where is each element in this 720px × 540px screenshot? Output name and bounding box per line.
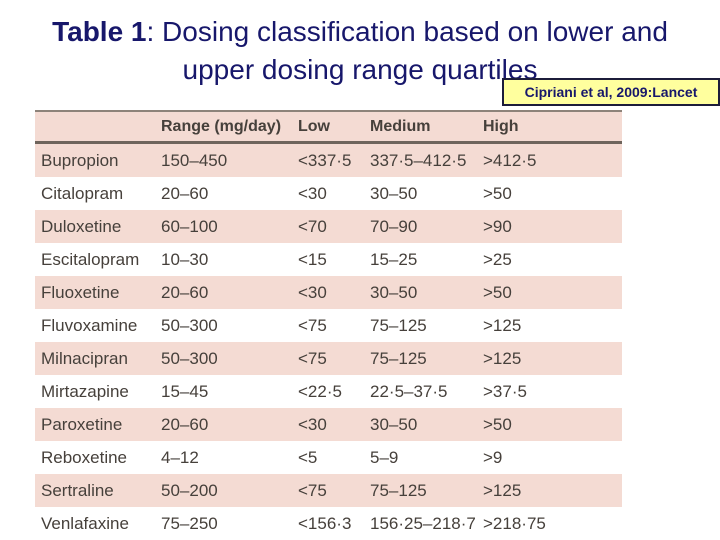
drug-name-cell: Venlafaxine [41, 514, 129, 533]
column-header-low: Low [298, 118, 330, 135]
low-cell: <156·3 [298, 514, 352, 533]
title-line-1-text: : Dosing classification based on lower a… [146, 16, 668, 47]
range-cell: 50–200 [161, 481, 218, 500]
drug-name-cell: Fluoxetine [41, 283, 120, 302]
table-row: Duloxetine 60–100 <70 70–90 >90 [35, 210, 622, 243]
range-cell: 20–60 [161, 283, 209, 302]
drug-name-cell: Milnacipran [41, 349, 128, 368]
high-cell: >50 [483, 283, 512, 302]
medium-cell: 30–50 [370, 283, 418, 302]
citation-badge: Cipriani et al, 2009:Lancet [502, 78, 720, 106]
medium-cell: 30–50 [370, 415, 418, 434]
high-cell: >90 [483, 217, 512, 236]
title-line-1: Table 1: Dosing classification based on … [0, 13, 720, 51]
low-cell: <22·5 [298, 382, 342, 401]
table-row: Sertraline 50–200 <75 75–125 >125 [35, 474, 622, 507]
medium-cell: 15–25 [370, 250, 418, 269]
high-cell: >25 [483, 250, 512, 269]
range-cell: 4–12 [161, 448, 199, 467]
range-cell: 50–300 [161, 316, 218, 335]
range-cell: 60–100 [161, 217, 218, 236]
drug-name-cell: Duloxetine [41, 217, 122, 236]
medium-cell: 5–9 [370, 448, 399, 467]
range-cell: 75–250 [161, 514, 218, 533]
medium-cell: 75–125 [370, 316, 427, 335]
high-cell: >50 [483, 184, 512, 203]
low-cell: <75 [298, 316, 327, 335]
range-cell: 20–60 [161, 184, 209, 203]
column-header-high: High [483, 118, 519, 135]
medium-cell: 70–90 [370, 217, 418, 236]
column-header-medium: Medium [370, 118, 431, 135]
drug-name-cell: Bupropion [41, 151, 119, 170]
low-cell: <75 [298, 349, 327, 368]
medium-cell: 22·5–37·5 [370, 382, 448, 401]
range-cell: 10–30 [161, 250, 209, 269]
table-row: Bupropion 150–450 <337·5 337·5–412·5 >41… [35, 144, 622, 177]
low-cell: <5 [298, 448, 318, 467]
low-cell: <30 [298, 415, 327, 434]
table-row: Venlafaxine 75–250 <156·3 156·25–218·7 >… [35, 507, 622, 540]
range-cell: 50–300 [161, 349, 218, 368]
high-cell: >125 [483, 349, 522, 368]
drug-name-cell: Mirtazapine [41, 382, 129, 401]
drug-name-cell: Paroxetine [41, 415, 123, 434]
dosing-table: Range (mg/day) Low Medium High Bupropion… [35, 110, 622, 540]
table-row: Fluoxetine 20–60 <30 30–50 >50 [35, 276, 622, 309]
high-cell: >412·5 [483, 151, 537, 170]
drug-name-cell: Sertraline [41, 481, 114, 500]
low-cell: <30 [298, 184, 327, 203]
medium-cell: 30–50 [370, 184, 418, 203]
column-header-range: Range (mg/day) [161, 118, 282, 135]
table-row: Reboxetine 4–12 <5 5–9 >9 [35, 441, 622, 474]
high-cell: >125 [483, 316, 522, 335]
low-cell: <15 [298, 250, 327, 269]
drug-name-cell: Citalopram [41, 184, 124, 203]
range-cell: 15–45 [161, 382, 209, 401]
high-cell: >50 [483, 415, 512, 434]
drug-name-cell: Escitalopram [41, 250, 140, 269]
low-cell: <75 [298, 481, 327, 500]
table-row: Fluvoxamine 50–300 <75 75–125 >125 [35, 309, 622, 342]
title-table-number: Table 1 [52, 16, 147, 47]
medium-cell: 156·25–218·7 [370, 514, 476, 533]
low-cell: <30 [298, 283, 327, 302]
table-body: Bupropion 150–450 <337·5 337·5–412·5 >41… [35, 144, 622, 540]
table-row: Milnacipran 50–300 <75 75–125 >125 [35, 342, 622, 375]
table-header-row: Range (mg/day) Low Medium High [35, 110, 622, 144]
drug-name-cell: Fluvoxamine [41, 316, 138, 335]
page-title: Table 1: Dosing classification based on … [0, 13, 720, 89]
medium-cell: 337·5–412·5 [370, 151, 467, 170]
range-cell: 20–60 [161, 415, 209, 434]
medium-cell: 75–125 [370, 349, 427, 368]
low-cell: <70 [298, 217, 327, 236]
medium-cell: 75–125 [370, 481, 427, 500]
high-cell: >37·5 [483, 382, 527, 401]
low-cell: <337·5 [298, 151, 352, 170]
table-row: Mirtazapine 15–45 <22·5 22·5–37·5 >37·5 [35, 375, 622, 408]
column-header-drug [35, 112, 155, 141]
high-cell: >9 [483, 448, 503, 467]
table-row: Escitalopram 10–30 <15 15–25 >25 [35, 243, 622, 276]
range-cell: 150–450 [161, 151, 228, 170]
title-line-2: upper dosing range quartiles [182, 54, 538, 85]
table-row: Citalopram 20–60 <30 30–50 >50 [35, 177, 622, 210]
high-cell: >218·75 [483, 514, 546, 533]
high-cell: >125 [483, 481, 522, 500]
drug-name-cell: Reboxetine [41, 448, 128, 467]
table-row: Paroxetine 20–60 <30 30–50 >50 [35, 408, 622, 441]
